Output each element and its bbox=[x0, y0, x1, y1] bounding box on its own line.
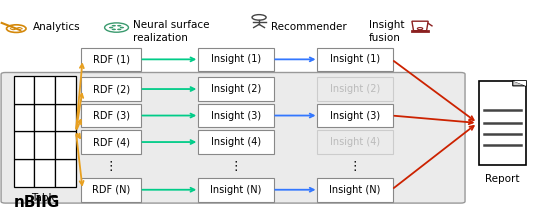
Text: RDF (1): RDF (1) bbox=[93, 54, 130, 64]
Bar bbox=[34, 159, 55, 187]
FancyBboxPatch shape bbox=[197, 178, 274, 201]
FancyBboxPatch shape bbox=[81, 130, 141, 154]
Bar bbox=[55, 159, 76, 187]
FancyBboxPatch shape bbox=[81, 104, 141, 127]
Text: Report: Report bbox=[485, 174, 520, 184]
FancyBboxPatch shape bbox=[81, 178, 141, 201]
Text: ⋮: ⋮ bbox=[229, 160, 242, 173]
Bar bbox=[34, 131, 55, 159]
Bar bbox=[55, 76, 76, 104]
Text: RDF (3): RDF (3) bbox=[93, 110, 130, 121]
FancyBboxPatch shape bbox=[1, 73, 465, 203]
Text: Insight (1): Insight (1) bbox=[330, 54, 380, 64]
Circle shape bbox=[112, 29, 116, 30]
Text: Insight
fusion: Insight fusion bbox=[369, 20, 404, 43]
FancyBboxPatch shape bbox=[197, 104, 274, 127]
Text: Insight (1): Insight (1) bbox=[211, 54, 261, 64]
Text: Insight (4): Insight (4) bbox=[330, 137, 380, 147]
Bar bbox=[14, 76, 34, 104]
Bar bbox=[34, 76, 55, 104]
Text: nBIIG: nBIIG bbox=[14, 195, 60, 210]
Bar bbox=[55, 131, 76, 159]
Polygon shape bbox=[513, 81, 526, 86]
FancyBboxPatch shape bbox=[197, 77, 274, 101]
Text: Insight (3): Insight (3) bbox=[330, 110, 380, 121]
Polygon shape bbox=[513, 81, 526, 86]
Text: Insight (4): Insight (4) bbox=[211, 137, 261, 147]
FancyBboxPatch shape bbox=[317, 130, 393, 154]
Text: RDF (N): RDF (N) bbox=[92, 185, 130, 195]
FancyBboxPatch shape bbox=[317, 48, 393, 71]
Text: Insight (N): Insight (N) bbox=[210, 185, 261, 195]
Text: Insight (2): Insight (2) bbox=[211, 84, 261, 94]
Text: ⋮: ⋮ bbox=[349, 160, 362, 173]
Text: Insight (2): Insight (2) bbox=[330, 84, 380, 94]
Text: ⋮: ⋮ bbox=[105, 160, 118, 173]
Bar bbox=[14, 131, 34, 159]
FancyBboxPatch shape bbox=[81, 77, 141, 101]
FancyBboxPatch shape bbox=[197, 130, 274, 154]
FancyBboxPatch shape bbox=[197, 48, 274, 71]
Text: Recommender: Recommender bbox=[271, 22, 347, 32]
Text: Table: Table bbox=[31, 193, 58, 203]
Text: RDF (4): RDF (4) bbox=[93, 137, 130, 147]
Circle shape bbox=[109, 27, 113, 28]
Circle shape bbox=[112, 25, 116, 26]
Bar bbox=[14, 104, 34, 131]
Text: Insight (3): Insight (3) bbox=[211, 110, 261, 121]
Text: Insight (N): Insight (N) bbox=[330, 185, 380, 195]
Bar bbox=[55, 104, 76, 131]
Text: Neural surface
realization: Neural surface realization bbox=[133, 20, 209, 43]
Circle shape bbox=[117, 25, 121, 26]
FancyBboxPatch shape bbox=[317, 77, 393, 101]
Bar bbox=[14, 159, 34, 187]
Bar bbox=[34, 104, 55, 131]
Text: RDF (2): RDF (2) bbox=[93, 84, 130, 94]
FancyBboxPatch shape bbox=[317, 178, 393, 201]
Text: Analytics: Analytics bbox=[33, 22, 80, 32]
FancyBboxPatch shape bbox=[317, 104, 393, 127]
Circle shape bbox=[117, 29, 121, 30]
Circle shape bbox=[120, 27, 124, 28]
FancyBboxPatch shape bbox=[81, 48, 141, 71]
Bar bbox=[479, 81, 526, 165]
